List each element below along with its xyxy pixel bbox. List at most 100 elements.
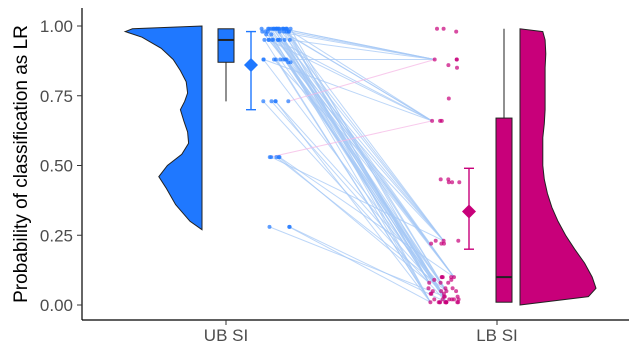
paired-line	[273, 59, 444, 242]
ub-density-cloud	[123, 25, 203, 231]
paired-line	[279, 39, 447, 303]
y-tick-label: 0.25	[40, 226, 73, 245]
lb-point	[433, 238, 438, 243]
y-tick-label: 0.75	[40, 87, 73, 106]
ub-point	[271, 26, 276, 31]
ub-point	[272, 57, 276, 62]
paired-lines-layer	[261, 28, 455, 303]
paired-line	[289, 39, 435, 60]
paired-line	[284, 39, 455, 278]
ub-point	[269, 32, 274, 37]
lb-point	[441, 238, 446, 243]
y-tick-label: 0.00	[40, 296, 73, 315]
ub-point	[282, 29, 286, 34]
lb-box	[495, 117, 513, 303]
lb-point	[455, 294, 460, 299]
ub-point	[271, 37, 276, 42]
lb-point	[432, 297, 437, 302]
ub-point	[267, 224, 272, 229]
paired-line	[275, 59, 431, 303]
paired-line	[288, 226, 431, 303]
lb-point	[441, 291, 446, 296]
lb-point	[428, 291, 433, 296]
paired-line	[266, 33, 433, 122]
lb-point	[446, 63, 451, 68]
ub-point	[269, 155, 274, 160]
ub-point	[261, 99, 266, 104]
ub-point	[278, 57, 283, 62]
lb-point	[456, 238, 461, 243]
ub-point	[262, 37, 267, 42]
ub-point	[261, 57, 266, 62]
lb-point	[439, 289, 444, 294]
paired-line	[270, 28, 447, 292]
lb-point	[430, 118, 435, 123]
ub-point	[273, 99, 278, 104]
lb-point	[447, 297, 452, 302]
ub-point	[266, 37, 271, 42]
paired-line	[279, 156, 455, 278]
density-layer	[123, 25, 597, 306]
lb-point	[454, 289, 459, 294]
ub-point	[287, 37, 292, 42]
lb-point	[446, 96, 451, 101]
paired-line	[269, 226, 445, 298]
ub-point	[277, 29, 282, 34]
lb-mean-marker	[462, 204, 476, 219]
paired-line	[288, 31, 435, 60]
lb-point	[454, 57, 459, 62]
paired-line	[278, 156, 430, 284]
ticks-layer: 0.00 0.25 0.50 0.75 1.00 UB SI LB SI	[40, 17, 518, 344]
lb-point	[439, 275, 444, 280]
lb-point	[428, 300, 433, 305]
paired-line	[290, 61, 455, 278]
paired-line	[289, 226, 447, 303]
ub-point	[282, 37, 287, 42]
lb-point	[446, 177, 451, 182]
lb-point	[455, 65, 459, 70]
ub-point	[269, 99, 274, 104]
lb-point	[454, 29, 459, 34]
boxplot-layer	[217, 28, 513, 303]
paired-line	[276, 156, 447, 292]
paired-line	[275, 100, 447, 292]
ub-box	[217, 28, 235, 63]
paired-line	[263, 59, 433, 122]
paired-line	[269, 120, 433, 158]
ub-point	[287, 224, 292, 229]
ub-point	[278, 37, 283, 42]
x-tick-label: UB SI	[204, 326, 248, 344]
lb-point	[438, 300, 443, 305]
lb-point	[432, 57, 437, 62]
paired-line	[274, 28, 444, 242]
y-axis-title: Probability of classification as LR	[11, 25, 32, 303]
lb-point	[430, 289, 435, 294]
lb-density-cloud	[519, 28, 597, 306]
points-layer	[259, 26, 462, 305]
lb-point	[438, 118, 443, 123]
ub-point	[274, 155, 279, 160]
ub-point	[286, 29, 291, 34]
ub-point	[286, 99, 291, 104]
paired-line	[278, 28, 433, 122]
lb-point	[450, 286, 455, 291]
paired-line	[275, 100, 431, 303]
lb-point	[438, 177, 443, 182]
ub-mean-marker	[244, 58, 258, 73]
lb-point	[426, 286, 431, 291]
lb-point	[429, 241, 434, 246]
x-tick-label: LB SI	[476, 326, 518, 344]
lb-point	[450, 180, 455, 185]
mean-layer	[244, 30, 476, 250]
paired-line	[288, 59, 435, 102]
lb-point	[443, 286, 448, 291]
axes-layer	[81, 8, 629, 321]
paired-line	[263, 59, 446, 297]
lb-point	[444, 300, 449, 305]
paired-line	[286, 28, 433, 122]
lb-point	[452, 275, 456, 280]
ub-point	[281, 57, 286, 62]
lb-point	[457, 180, 462, 185]
